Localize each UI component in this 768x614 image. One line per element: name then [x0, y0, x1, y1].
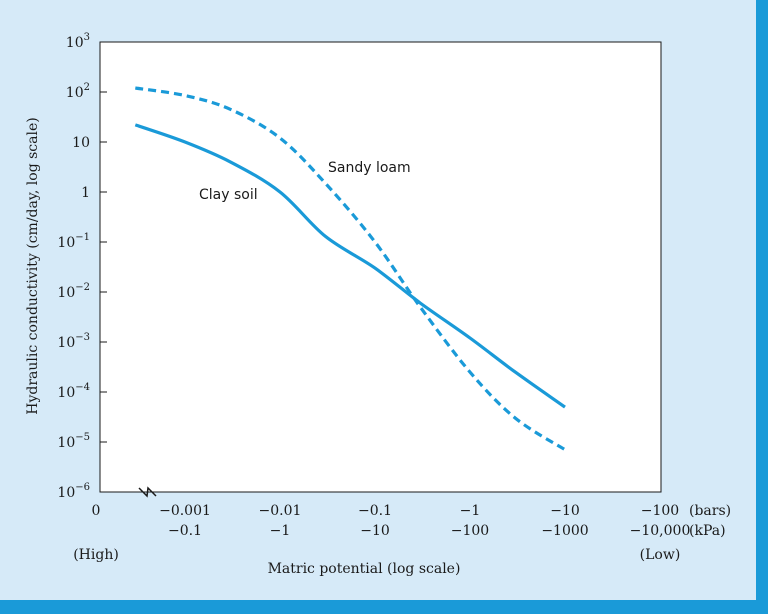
x-tick-label-bars: −0.01	[259, 503, 302, 519]
x-tick-label-kpa: −1	[270, 523, 291, 539]
y-tick-label: 102	[66, 82, 90, 101]
x-tick-label-kpa: −100	[451, 523, 489, 539]
y-tick-label: 10−3	[57, 332, 90, 351]
y-tick-label: 10−2	[57, 282, 90, 301]
x-tick-label-kpa: −1000	[541, 523, 588, 539]
series-label-clay-soil: Clay soil	[199, 187, 258, 203]
x-tick-label-kpa: −10	[360, 523, 390, 539]
unit-kpa-label: (kPa)	[689, 523, 726, 539]
x-tick-label-bars: −100	[641, 503, 679, 519]
y-axis-title: Hydraulic conductivity (cm/day, log scal…	[25, 117, 41, 414]
y-tick-label: 10−5	[57, 432, 90, 451]
unit-bars-label: (bars)	[689, 503, 731, 519]
x-tick-label-bars: −1	[460, 503, 481, 519]
y-tick-label: 103	[66, 32, 90, 51]
series-line-clay-soil	[134, 123, 566, 409]
y-tick-label: 1	[81, 185, 90, 201]
x-tick-label-bars: −10	[550, 503, 580, 519]
x-tick-label-kpa: −0.1	[168, 523, 202, 539]
x-end-label: (Low)	[640, 547, 681, 563]
x-tick-label-bars: −0.001	[159, 503, 211, 519]
series-layer	[134, 86, 566, 452]
y-tick-label: 10−6	[57, 482, 90, 501]
series-line-sandy-loam	[135, 86, 566, 452]
frame-right-border	[756, 0, 768, 614]
y-tick-label: 10−4	[57, 382, 90, 401]
x-end-label: (High)	[73, 547, 119, 563]
x-axis-title: Matric potential (log scale)	[268, 561, 461, 577]
frame-bottom-border	[0, 600, 768, 614]
y-tick-label: 10−1	[57, 232, 90, 251]
y-tick-label: 10	[72, 135, 90, 151]
x-tick-labels: 0 (High) −0.001 −0.1 −0.01 −1 −0.1 −10 −1 −100 −10…	[73, 503, 690, 563]
plot-area	[99, 41, 662, 493]
series-label-sandy-loam: Sandy loam	[328, 160, 411, 176]
x-tick-label-kpa: −10,000	[630, 523, 691, 539]
x-tick-label-bars: 0	[92, 503, 101, 519]
x-tick-label-bars: −0.1	[358, 503, 392, 519]
axis-break-mark	[138, 486, 157, 498]
y-ticks	[100, 41, 107, 493]
